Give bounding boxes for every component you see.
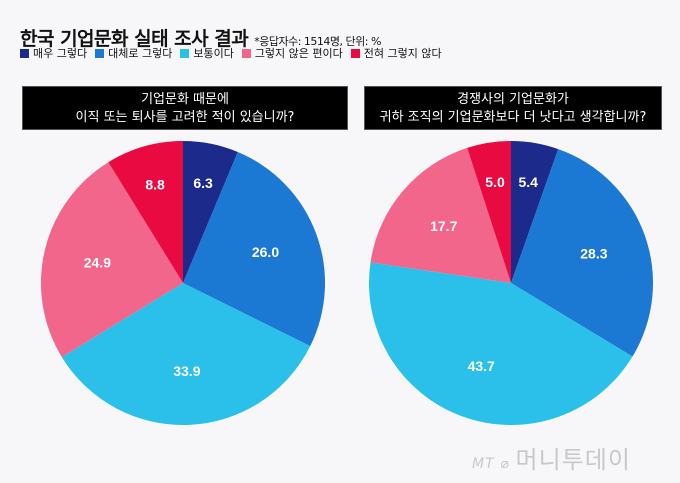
legend-swatch <box>95 48 105 58</box>
pie-slice <box>108 141 183 283</box>
pie-slice <box>467 141 511 283</box>
pie-slice <box>61 283 311 425</box>
chart-title: 한국 기업문화 실태 조사 결과 *응답자수: 1514명, 단위: % <box>20 24 381 51</box>
money-today-logo: MT ⌀ 머니투데이 <box>472 446 631 474</box>
legend-label: 그렇지 않은 편이다 <box>254 47 343 60</box>
data-label: 43.7 <box>468 358 495 374</box>
legend: 매우 그렇다 대체로 그렇다 보통이다 그렇지 않은 편이다 전혀 그렇지 않다 <box>20 45 442 61</box>
legend-swatch <box>350 48 360 58</box>
legend-item: 대체로 그렇다 <box>95 45 172 61</box>
legend-label: 전혀 그렇지 않다 <box>363 47 442 60</box>
pie-slice <box>370 147 511 283</box>
pie-slice <box>368 262 633 425</box>
note: *응답자수: 1514명, 단위: % <box>254 35 381 48</box>
data-label: 6.3 <box>193 175 213 191</box>
pie-slice <box>511 141 559 283</box>
pie-slice <box>183 141 238 283</box>
data-label: 8.8 <box>145 177 165 193</box>
question-box-1: 기업문화 때문에 이직 또는 퇴사를 고려한 적이 있습니까? <box>22 86 348 130</box>
legend-swatch <box>20 48 29 58</box>
data-label: 26.0 <box>252 244 279 260</box>
data-label: 5.4 <box>519 174 539 190</box>
legend-item: 그렇지 않은 편이다 <box>241 45 343 61</box>
title-text: 한국 기업문화 실태 조사 결과 <box>20 28 249 50</box>
legend-item: 매우 그렇다 <box>20 45 87 61</box>
legend-item: 전혀 그렇지 않다 <box>350 45 442 61</box>
legend-item: 보통이다 <box>180 45 234 61</box>
legend-label: 보통이다 <box>193 47 234 60</box>
pie-slice <box>511 149 653 357</box>
legend-swatch <box>180 48 190 58</box>
data-label: 24.9 <box>84 255 111 271</box>
data-label: 17.7 <box>430 218 457 234</box>
question-box-2: 경쟁사의 기업문화가 귀하 조직의 기업문화보다 더 낫다고 생각합니까? <box>364 86 662 130</box>
legend-swatch <box>241 48 251 58</box>
pie-slice <box>183 152 325 347</box>
data-label: 33.9 <box>173 363 200 379</box>
legend-label: 매우 그렇다 <box>33 47 88 60</box>
legend-label: 대체로 그렇다 <box>108 47 173 60</box>
data-label: 5.0 <box>485 174 505 190</box>
pie-slice <box>40 162 183 358</box>
data-label: 28.3 <box>580 245 607 261</box>
